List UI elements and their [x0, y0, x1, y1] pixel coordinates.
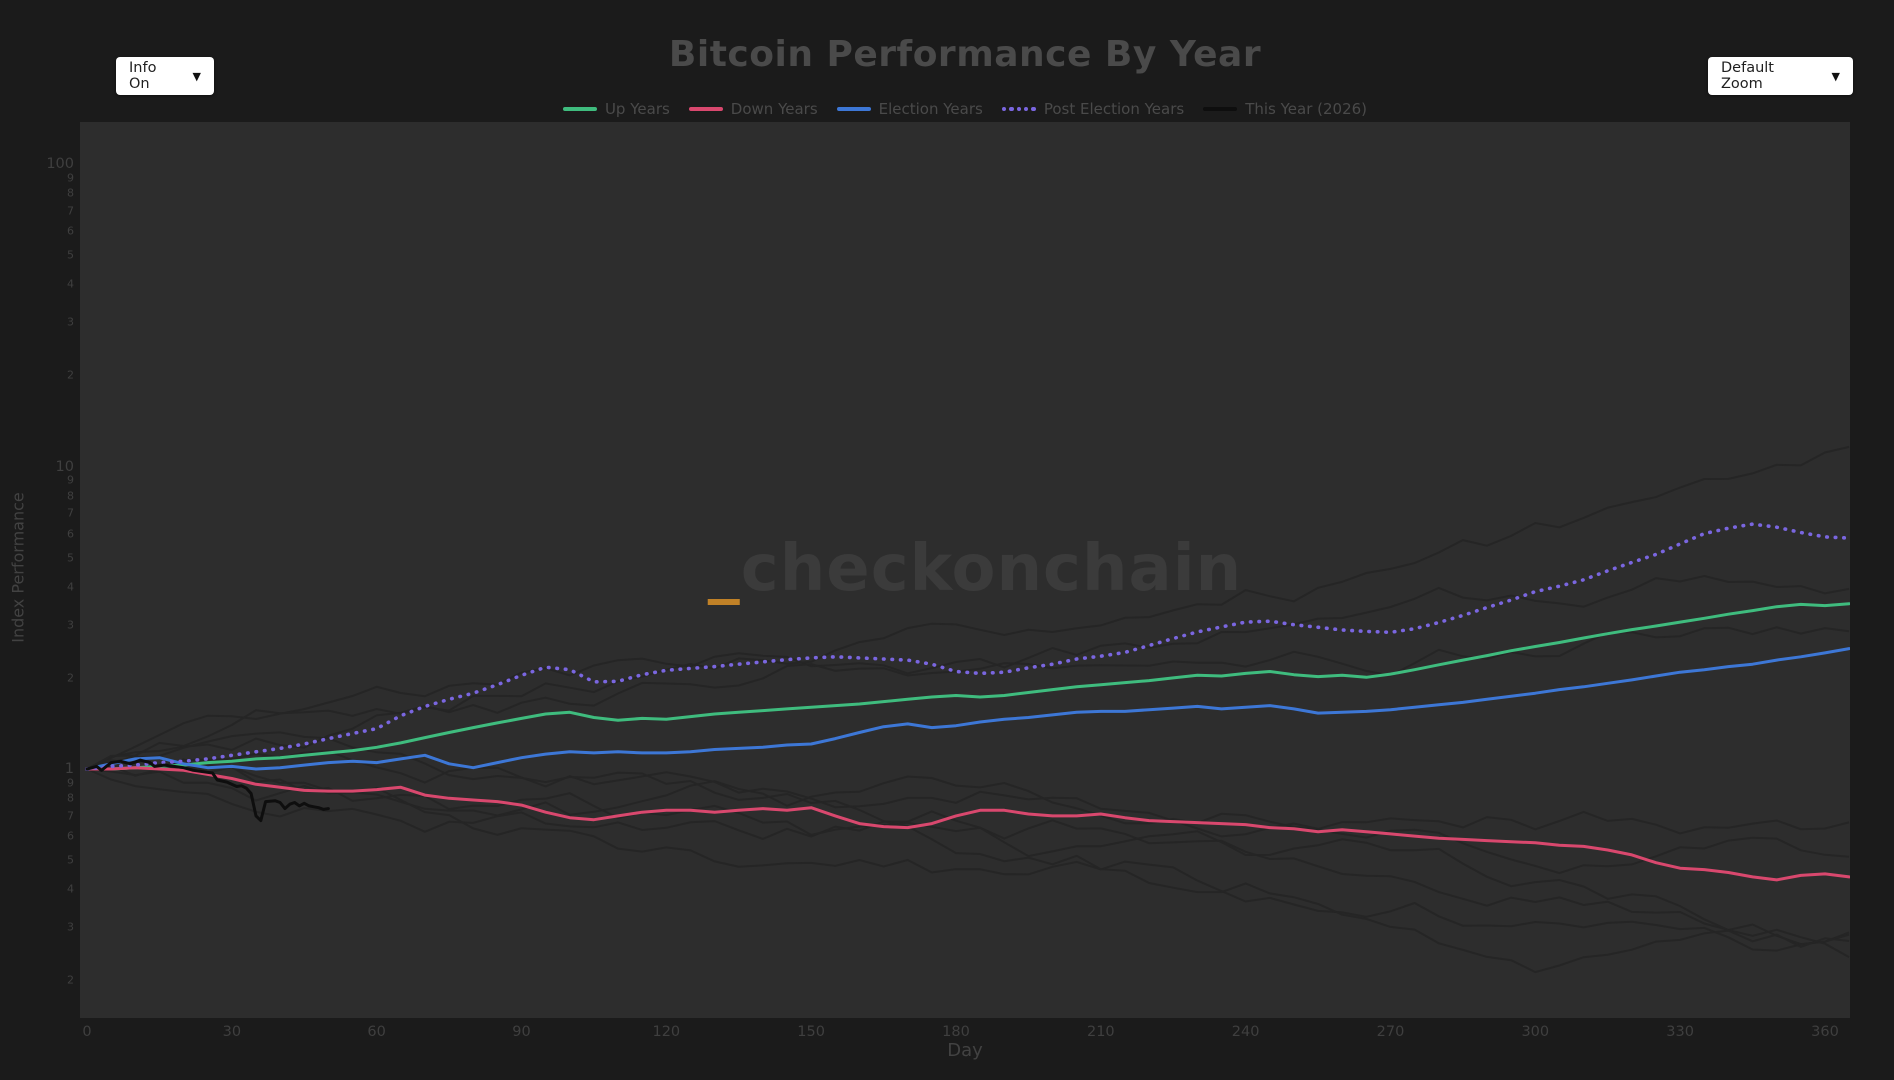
y-tick-label: 4: [67, 277, 74, 291]
zoom-preset-dropdown[interactable]: Default Zoom ▼: [1708, 57, 1853, 95]
y-tick-label: 9: [67, 171, 74, 185]
x-tick-label: 330: [1666, 1024, 1694, 1040]
y-tick-label: 8: [67, 791, 74, 805]
legend-swatch-this_year: [1203, 107, 1238, 111]
info-toggle-label: Info On: [129, 60, 157, 92]
x-tick-label: 360: [1811, 1024, 1839, 1040]
x-tick-label: 90: [512, 1024, 531, 1040]
legend-label: Up Years: [604, 100, 670, 118]
series-line-this_year[interactable]: [85, 758, 330, 823]
y-tick-label: 7: [67, 506, 74, 520]
y-tick-label: 2: [67, 973, 74, 987]
legend-label: Down Years: [730, 100, 818, 118]
x-tick-label: 300: [1521, 1024, 1550, 1040]
chevron-down-icon: ▼: [192, 69, 201, 83]
y-tick-label: 7: [67, 809, 74, 823]
series-line-up[interactable]: [85, 602, 1850, 771]
x-tick-label: 180: [942, 1024, 970, 1040]
x-tick-label: 150: [797, 1024, 825, 1040]
plot-area[interactable]: [80, 122, 1850, 1018]
legend-item-this_year[interactable]: This Year (2026): [1203, 100, 1367, 118]
legend-item-up[interactable]: Up Years: [562, 100, 670, 118]
ghost-year-trace: [86, 574, 1850, 770]
legend-item-election[interactable]: Election Years: [836, 100, 983, 118]
zoom-preset-label: Default Zoom: [1721, 60, 1774, 92]
y-tick-label: 9: [67, 776, 74, 790]
y-tick-label: 5: [67, 248, 74, 262]
y-tick-label: 5: [67, 551, 74, 565]
ghost-year-trace: [86, 768, 1850, 946]
series-line-post_election[interactable]: [85, 522, 1850, 771]
ghost-year-trace: [86, 768, 1850, 875]
chart-legend: Up Years Down Years Election Years Post Ele…: [0, 99, 1894, 119]
ghost-year-trace: [86, 445, 1850, 770]
y-tick-label: 4: [67, 580, 74, 594]
y-tick-label: 4: [67, 882, 74, 896]
y-tick-label: 2: [67, 368, 74, 382]
y-tick-label: 100: [46, 156, 74, 172]
ghost-year-trace: [86, 749, 1850, 838]
y-tick-label: 3: [67, 315, 74, 329]
info-toggle-dropdown[interactable]: Info On ▼: [116, 57, 214, 95]
y-tick-label: 8: [67, 489, 74, 503]
legend-label: Post Election Years: [1043, 100, 1185, 118]
series-line-down[interactable]: [85, 766, 1850, 882]
y-tick-label: 10: [55, 458, 74, 475]
legend-label: This Year (2026): [1245, 100, 1368, 118]
x-tick-label: 0: [82, 1024, 92, 1040]
legend-label: Election Years: [878, 100, 983, 118]
legend-item-post_election[interactable]: Post Election Years: [1001, 100, 1185, 118]
y-tick-label: 9: [67, 473, 74, 487]
ghost-year-trace: [86, 626, 1850, 770]
x-axis-title: Day: [947, 1040, 983, 1061]
y-tick-label: 6: [67, 829, 74, 843]
x-tick-label: 270: [1376, 1024, 1405, 1040]
legend-swatch-down: [688, 107, 723, 111]
page-title: Bitcoin Performance By Year: [668, 34, 1262, 75]
chevron-down-icon: ▼: [1831, 69, 1840, 83]
ghost-year-trace: [86, 731, 1850, 974]
legend-swatch-up: [562, 107, 597, 111]
y-tick-label: 3: [67, 920, 74, 934]
x-tick-label: 240: [1231, 1024, 1260, 1040]
y-tick-label: 6: [67, 527, 74, 541]
y-tick-label: 6: [67, 224, 74, 238]
x-tick-label: 120: [652, 1024, 681, 1040]
ghost-year-trace: [86, 755, 1850, 958]
y-tick-label: 3: [67, 618, 74, 632]
y-tick-label: 2: [67, 671, 74, 685]
series-line-election[interactable]: [85, 647, 1850, 771]
y-tick-label: 5: [67, 853, 74, 867]
legend-item-down[interactable]: Down Years: [688, 100, 818, 118]
x-tick-label: 60: [367, 1024, 386, 1040]
x-tick-label: 30: [222, 1024, 242, 1040]
legend-swatch-post_election: [1001, 106, 1036, 112]
legend-swatch-election: [836, 107, 871, 111]
x-tick-label: 210: [1086, 1024, 1115, 1040]
y-tick-label: 1: [64, 761, 74, 777]
y-tick-label: 7: [67, 204, 74, 218]
y-tick-label: 8: [67, 186, 74, 200]
